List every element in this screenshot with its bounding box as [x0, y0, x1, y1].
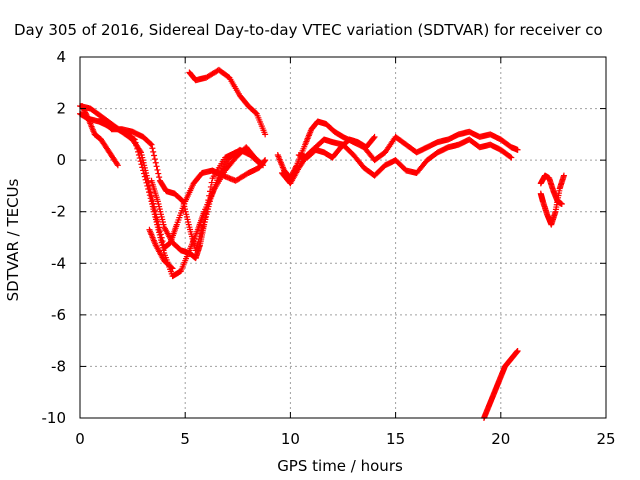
plot-border: [79, 56, 607, 419]
axis-ticks: 0 5 10 15 20 25 -10 -8 -6 -4 -2 0 2 4: [42, 48, 616, 448]
data-point: [138, 161, 145, 168]
x-tick-label: 25: [596, 430, 615, 448]
series-arc-9: [278, 136, 515, 187]
series-arc-7: [186, 66, 269, 138]
series-arc-13: [537, 172, 567, 228]
data-point: [261, 157, 268, 164]
x-tick-label: 15: [386, 430, 405, 448]
data-point: [260, 162, 267, 169]
data-point: [560, 172, 567, 179]
data-point: [132, 139, 139, 146]
data-point: [514, 347, 521, 354]
data-point: [143, 179, 150, 186]
x-axis-label: GPS time / hours: [277, 457, 403, 475]
data-point: [147, 195, 154, 202]
data-point: [131, 136, 138, 143]
y-tick-label: -8: [51, 357, 66, 375]
series-arc-4: [148, 146, 262, 262]
data-point: [151, 156, 158, 163]
data-point: [146, 192, 153, 199]
x-tick-label: 0: [75, 430, 85, 448]
data-point: [140, 170, 147, 177]
data-point: [134, 145, 141, 152]
y-tick-label: -6: [51, 306, 66, 324]
y-axis-label: SDTVAR / TECUs: [4, 178, 22, 301]
data-point: [151, 152, 158, 159]
data-point: [169, 265, 176, 272]
data-point: [155, 170, 162, 177]
data-point: [259, 161, 266, 168]
data-point: [136, 155, 143, 162]
data-point: [137, 158, 144, 165]
data-point: [150, 148, 157, 155]
data-point: [141, 173, 148, 180]
y-tick-label: 0: [56, 151, 66, 169]
data-point: [114, 161, 121, 168]
data-point: [262, 131, 269, 138]
data-point: [146, 189, 153, 196]
data-point: [262, 157, 269, 164]
data-point: [153, 163, 160, 170]
data-point: [133, 142, 140, 149]
series-arc-6: [146, 226, 176, 272]
data-point: [149, 145, 156, 152]
data-point: [507, 153, 514, 160]
data-point: [154, 166, 161, 173]
data-point: [148, 141, 155, 148]
y-tick-label: -2: [51, 203, 66, 221]
data-point: [152, 159, 159, 166]
data-point: [371, 133, 378, 140]
series-arc-5: [79, 102, 121, 169]
y-tick-label: 4: [56, 48, 66, 66]
data-point: [168, 264, 175, 271]
x-tick-label: 10: [281, 430, 300, 448]
data-point: [135, 151, 142, 158]
data-point: [140, 167, 147, 174]
data-point: [514, 146, 521, 153]
data-point: [558, 200, 565, 207]
y-tick-label: -10: [42, 409, 67, 427]
x-tick-label: 20: [491, 430, 510, 448]
x-tick-label: 5: [180, 430, 190, 448]
data-point: [139, 164, 146, 171]
data-point: [144, 182, 151, 189]
data-point: [147, 140, 154, 147]
data-point: [255, 159, 262, 166]
data-point: [114, 162, 121, 169]
y-tick-label: 2: [56, 100, 66, 118]
data-point: [84, 114, 91, 121]
series-arc-10: [295, 133, 378, 161]
data-point: [370, 134, 377, 141]
data-point: [179, 197, 186, 204]
series-arc-11: [480, 347, 521, 421]
data-points: [77, 66, 567, 421]
data-point: [135, 148, 142, 155]
y-tick-label: -4: [51, 254, 66, 272]
data-point: [145, 186, 152, 193]
data-point: [156, 174, 163, 181]
data-point: [508, 154, 515, 161]
grid: [80, 57, 606, 418]
data-point: [254, 158, 261, 165]
chart-title: Day 305 of 2016, Sidereal Day-to-day VTE…: [14, 21, 603, 39]
data-point: [142, 176, 149, 183]
